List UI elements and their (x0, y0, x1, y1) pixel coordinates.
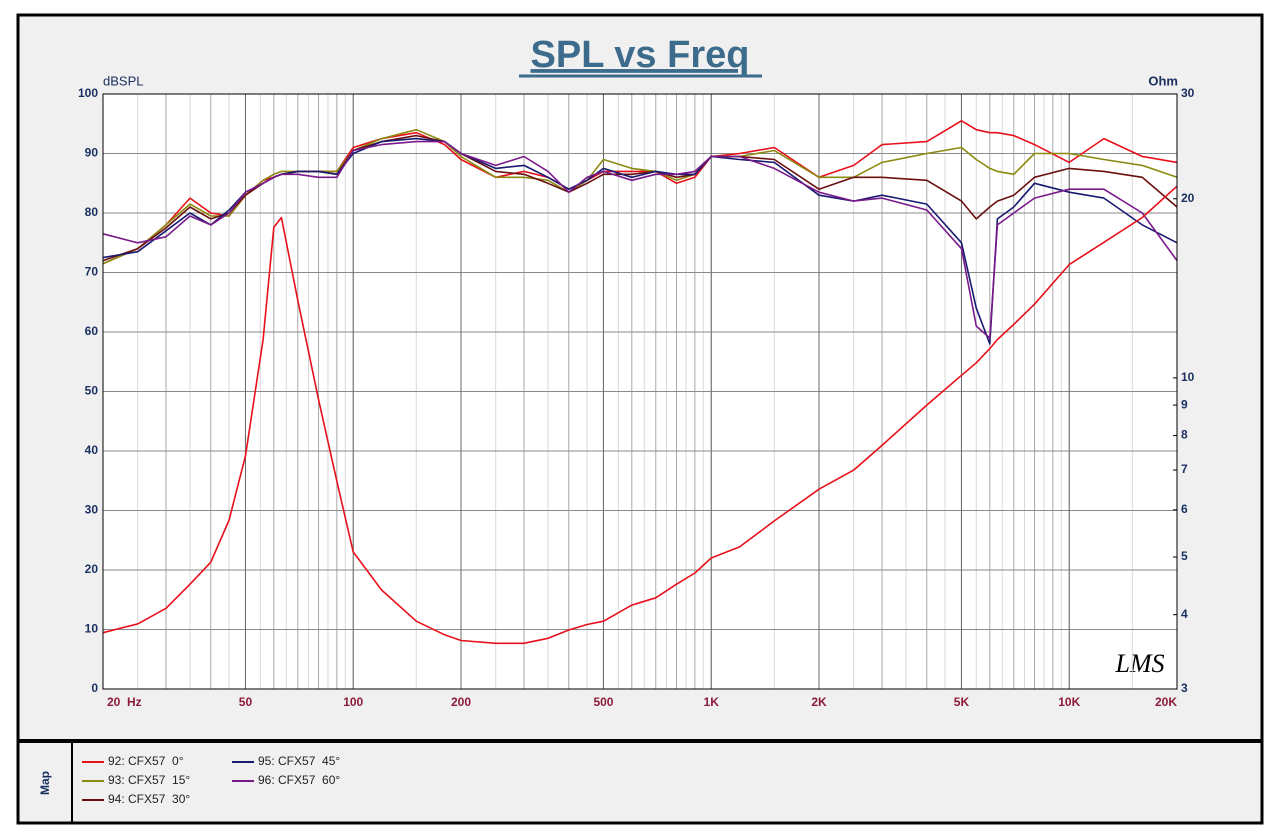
x-tick-label: 10K (1058, 695, 1080, 709)
x-tick-label: 200 (451, 695, 471, 709)
plot-border (102, 93, 1178, 690)
x-tick-label: 20 Hz (107, 695, 142, 709)
y2-axis-label: Ohm (1148, 73, 1178, 88)
chart-title: SPL vs Freq (531, 34, 750, 76)
legend-label: 93: CFX57 15° (108, 773, 190, 787)
y-tick-label: 20 (85, 562, 99, 576)
legend-label: 96: CFX57 60° (258, 773, 340, 787)
y2-tick-label: 30 (1181, 86, 1195, 100)
y-tick-label: 40 (85, 443, 99, 457)
legend-label: 95: CFX57 45° (258, 754, 340, 768)
y2-tick-label: 4 (1181, 607, 1188, 621)
watermark: LMS (1114, 649, 1164, 678)
y-tick-label: 80 (85, 205, 99, 219)
y-tick-label: 50 (85, 384, 99, 398)
y-axis-label: dBSPL (103, 73, 143, 88)
y-tick-label: 70 (85, 265, 99, 279)
x-tick-label: 100 (343, 695, 363, 709)
y2-tick-label: 8 (1181, 428, 1188, 442)
y-tick-label: 90 (85, 146, 99, 160)
legend-title: Map (38, 771, 52, 795)
x-tick-label: 20K (1155, 695, 1177, 709)
x-tick-label: 500 (593, 695, 613, 709)
x-tick-label: 1K (704, 695, 720, 709)
x-tick-label: 5K (954, 695, 970, 709)
y-tick-label: 60 (85, 324, 99, 338)
y2-tick-label: 10 (1181, 370, 1195, 384)
y-tick-label: 30 (85, 503, 99, 517)
y2-tick-label: 6 (1181, 502, 1188, 516)
y2-tick-label: 7 (1181, 462, 1188, 476)
y-tick-label: 10 (85, 622, 99, 636)
x-tick-label: 50 (239, 695, 253, 709)
lines (102, 120, 1178, 645)
y-tick-label: 0 (91, 681, 98, 695)
y2-tick-label: 5 (1181, 549, 1188, 563)
legend-label: 92: CFX57 0° (108, 754, 184, 768)
y2-tick-label: 20 (1181, 191, 1195, 205)
y2-tick-label: 9 (1181, 397, 1188, 411)
y2-tick-label: 3 (1181, 681, 1188, 695)
series-line (102, 140, 1178, 339)
legend-label: 94: CFX57 30° (108, 792, 190, 806)
series-line (102, 185, 1178, 645)
y-tick-label: 100 (78, 86, 98, 100)
x-tick-label: 2K (811, 695, 827, 709)
